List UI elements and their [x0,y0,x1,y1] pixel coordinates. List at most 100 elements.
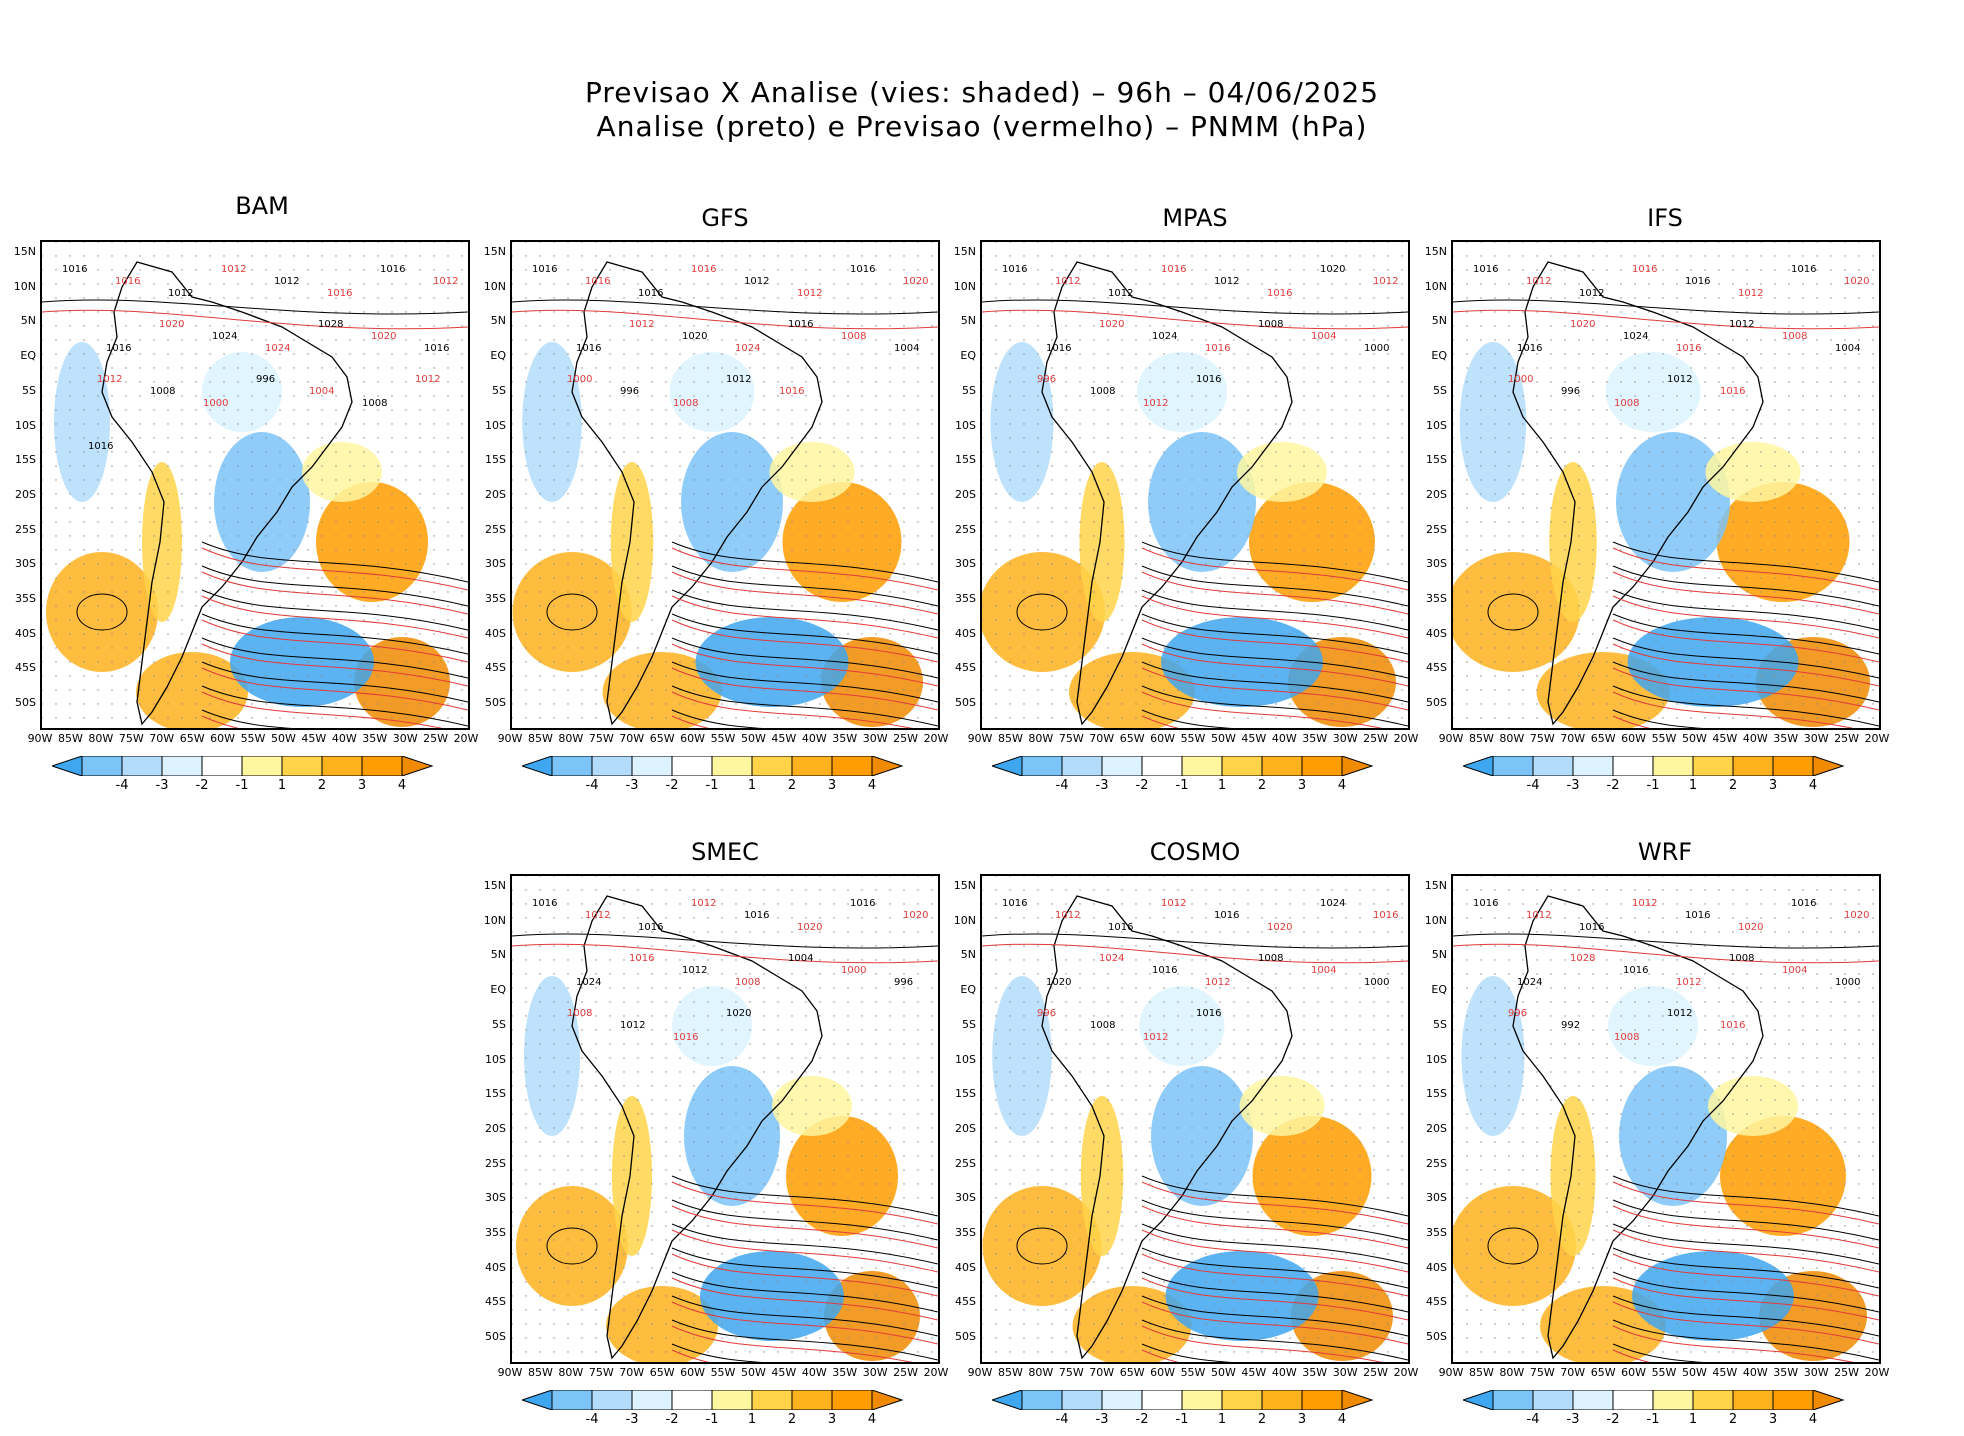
analysis-isobar [671,637,938,679]
lon-tick-label: 35W [832,1366,858,1379]
colorbar-swatch [831,1389,873,1411]
lon-tick-label: 45W [771,1366,797,1379]
map-area: 1016 1012 1016 1012 1016 1020 1024 1016 1020 1024… [980,874,1410,1364]
isobar-label: 1012 [1373,276,1398,287]
lon-tick-label: 20W [923,732,949,745]
lat-tick-label: 40S [955,1260,976,1274]
lat-tick-label: 15S [485,1087,506,1101]
colorbar-swatch [1492,1389,1534,1411]
isobar-label: 1012 [1579,288,1604,299]
analysis-isobar [1141,1223,1408,1265]
lon-tick-label: 20W [923,1366,949,1379]
lon-tick-label: 50W [1681,1366,1707,1379]
isobar-label: 1012 [97,374,122,385]
lat-tick-label: 30S [955,557,976,571]
colorbar-label: -2 [665,1412,679,1427]
colorbar-label: 1 [747,778,757,793]
analysis-isobar [1612,1175,1879,1217]
isobar-label: 1016 [62,264,87,275]
isobar-label: 1012 [1161,898,1186,909]
continent-outline [571,261,823,726]
colorbar [1461,1389,1883,1414]
isobar-label: 1004 [788,953,813,964]
isobar-label: 1012 [1667,374,1692,385]
forecast-isobar [201,595,468,639]
analysis-isobar [201,589,468,631]
analysis-isobar [671,709,762,728]
forecast-isobar [1141,547,1408,591]
continent-outline [571,895,823,1360]
isobar-label: 1004 [309,386,334,397]
colorbar-swatch [1532,1389,1574,1411]
colorbar-swatch [1141,755,1183,777]
analysis-isobar [1612,589,1879,631]
isobar-label: 1012 [1205,977,1230,988]
lon-tick-label: 75W [118,732,144,745]
colorbar-label: -2 [1135,778,1149,793]
isobar-label: 1020 [1099,319,1124,330]
isobar-label: 1008 [567,1008,592,1019]
colorbar-label: -1 [235,778,249,793]
lat-tick-label: 10N [1424,279,1447,293]
isobar-label: 1012 [629,319,654,330]
isobar-label: 1008 [1258,953,1283,964]
isobar-label: 1012 [1526,276,1551,287]
lat-tick-label: 25S [15,522,36,536]
colorbar-swatch [1652,755,1694,777]
forecast-isobar [1141,715,1179,728]
isobar-label: 1008 [673,398,698,409]
colorbar-label: -1 [705,1412,719,1427]
bias-shading [1079,462,1125,622]
lat-tick-label: 5N [490,314,506,328]
bias-shading [982,1186,1102,1306]
isobar-label: 1000 [841,965,866,976]
analysis-isobar [1612,1343,1703,1362]
figure-title-line1: Previsao X Analise (vies: shaded) – 96h … [584,76,1380,109]
lat-tick-label: 40S [485,1260,506,1274]
forecast-isobar [201,643,468,687]
bias-shading [1550,1096,1596,1256]
isobar-label: 1016 [1002,898,1027,909]
lon-tick-label: 25W [1363,732,1388,745]
lat-tick-label: 10N [13,279,36,293]
lat-tick-label: 10S [955,1052,976,1066]
isobar-label: 1016 [380,264,405,275]
colorbar-swatch [1732,755,1774,777]
isobar-label: 1004 [1311,965,1336,976]
forecast-isobar [1453,943,1879,964]
lon-tick-label: 60W [1150,1366,1175,1379]
colorbar-swatch [161,755,203,777]
forecast-isobar [1141,1205,1408,1249]
forecast-isobar [1141,571,1408,615]
analysis-isobar [671,1247,938,1289]
lon-tick-label: 85W [527,732,553,745]
colorbar-label: 4 [1337,778,1347,793]
lat-tick-label: EQ [1431,349,1447,363]
lon-tick-label: 80W [1499,1366,1525,1379]
forecast-isobar [201,715,239,728]
map-canvas: 1016 1016 1012 1012 1012 1016 1016 1012 1016 1020… [42,242,468,728]
lon-tick-label: 40W [801,1366,827,1379]
bias-shading [302,442,382,502]
bias-shading [669,352,755,432]
panel-title: SMEC [691,838,759,866]
lat-tick-label: 25S [1426,522,1447,536]
lon-tick-label: 25W [893,732,918,745]
colorbar-label: -3 [625,1412,639,1427]
analysis-isobar [201,685,468,727]
bias-shading [1072,1286,1192,1362]
bias-shading [695,617,849,707]
colorbar [520,1389,942,1414]
lon-tick-label: 60W [1621,1366,1646,1379]
forecast-isobar [1141,1181,1408,1225]
lat-tick-label: 15N [1424,879,1447,892]
isobar-label: 1004 [1782,965,1807,976]
lat-tick-label: EQ [490,983,506,997]
lon-tick-label: 85W [997,1366,1023,1379]
isobar-label: 1020 [371,331,396,342]
analysis-isobar [671,1223,938,1265]
analysis-isobar [1612,613,1879,655]
lon-tick-label: 55W [710,732,736,745]
forecast-isobar [1612,1325,1854,1362]
lon-tick-label: 55W [1180,1366,1206,1379]
